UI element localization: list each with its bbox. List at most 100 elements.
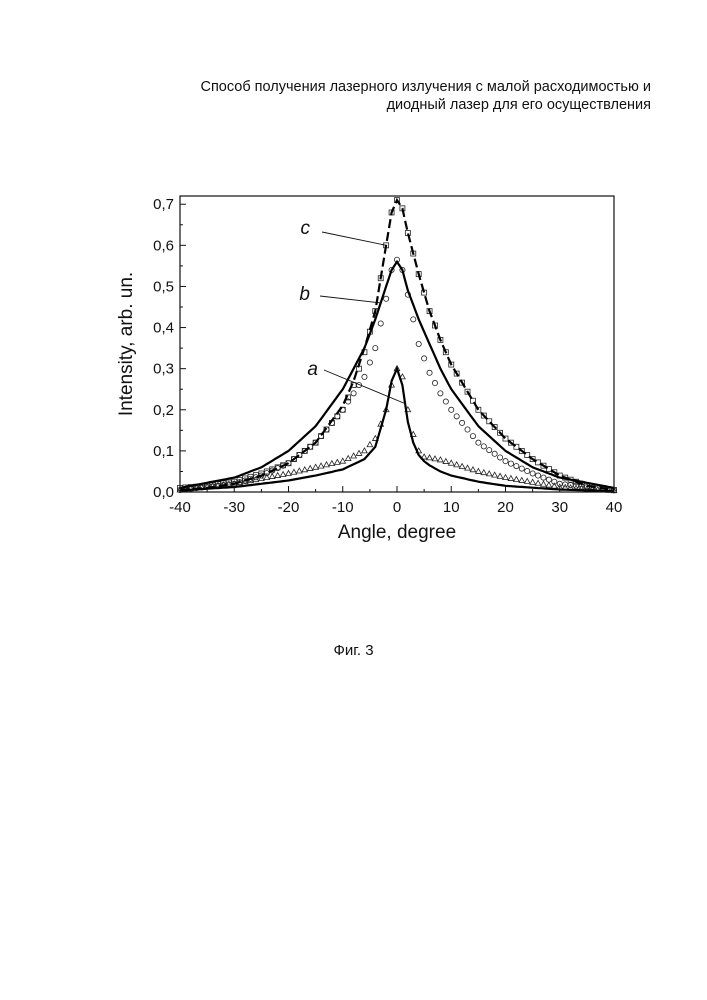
series-a-marker [486,471,492,476]
series-b-marker [411,317,416,322]
series-a-marker [465,465,471,470]
series-b-fit [180,262,614,488]
series-b-marker [422,356,427,361]
x-tick-label: 20 [497,499,514,516]
series-b-marker [487,447,492,452]
x-axis-ticks: -40 -30 -20 -10 0 10 20 30 40 [169,486,622,516]
series-a-marker [524,478,530,483]
series-a-marker [297,468,303,473]
series-a-marker [546,482,552,487]
series-a-marker [470,467,476,472]
y-tick-label: 0,5 [153,278,174,295]
series-a-label: a [307,359,318,380]
series-b-marker [476,440,481,445]
x-tick-label: -40 [169,499,191,516]
series-b-marker [378,321,383,326]
series-a-marker [432,456,438,461]
x-tick-label: -20 [278,499,300,516]
series-a-marker [514,477,520,482]
series-a-marker [329,461,335,466]
series-a-marker [476,468,482,473]
series-a-marker [454,462,460,467]
series-a-marker [291,469,297,474]
series-a-marker [535,480,541,485]
series-a-marker [530,479,536,484]
y-tick-label: 0,3 [153,361,174,378]
series-b-marker [503,459,508,464]
series-a-marker [448,460,454,465]
series-b-marker [508,461,513,466]
series-a-marker [508,476,514,481]
series-a-marker [362,448,368,453]
series-a-marker [459,464,465,469]
series-b-marker [519,466,524,471]
plot-frame [180,196,614,492]
series-b-marker [438,391,443,396]
series-b-marker [535,473,540,478]
x-tick-label: 40 [606,499,623,516]
x-tick-label: 10 [443,499,460,516]
series-a-marker [335,459,341,464]
series-b-marker [525,468,530,473]
series-b-marker [384,296,389,301]
series-b-marker [427,370,432,375]
series-a-marker [481,470,487,475]
figure-caption: Фиг. 3 [0,642,707,659]
series-b-marker [351,391,356,396]
measured-markers [177,198,617,493]
series-a-marker [324,462,330,467]
x-tick-label: -10 [332,499,354,516]
series-b-marker [497,455,502,460]
series-b-marker [443,399,448,404]
series-b-leader [320,296,381,303]
series-a-marker [541,481,547,486]
series-b-marker [470,433,475,438]
series-b-marker [367,360,372,365]
series-b-marker [449,407,454,412]
x-tick-label: 0 [393,499,401,516]
x-tick-label: 30 [551,499,568,516]
series-a-marker [427,455,433,460]
series-b-marker [416,341,421,346]
series-a-marker [497,473,503,478]
y-tick-label: 0,2 [153,402,174,419]
series-a-marker [302,467,308,472]
series-b-marker [514,464,519,469]
x-axis-label: Angle, degree [338,522,456,543]
series-a-marker [443,459,449,464]
series-a-marker [503,475,509,480]
y-tick-label: 0,4 [153,320,174,337]
fit-curves [180,200,614,491]
series-a-marker [318,463,324,468]
series-a-marker [313,464,319,469]
y-axis-label: Intensity, arb. un. [116,272,137,416]
series-a-marker [356,450,362,455]
series-a-marker [345,456,351,461]
series-a-marker [269,474,275,479]
y-tick-label: 0,1 [153,443,174,460]
y-tick-label: 0,0 [153,484,174,501]
y-tick-label: 0,6 [153,237,174,254]
series-b-marker [492,451,497,456]
series-b-marker [454,414,459,419]
series-b-marker [432,380,437,385]
intensity-angle-chart: -40 -30 -20 -10 0 10 20 30 40 0,0 0,1 0,2 0,3 0,4 0,5… [0,0,707,600]
series-a-marker [519,477,525,482]
series-c-leader [322,232,386,245]
x-tick-label: -30 [223,499,245,516]
series-c-fit [180,200,614,490]
series-b-marker [362,374,367,379]
series-a-marker [438,457,444,462]
series-a-marker [367,442,373,447]
series-a-marker [351,453,357,458]
series-a-marker [280,472,286,477]
series-a-marker [340,458,346,463]
series-labels: abc [299,218,405,404]
series-a-marker [307,466,313,471]
series-b-marker [460,420,465,425]
series-a-marker [275,473,281,478]
series-a-marker [286,471,292,476]
series-b-marker [530,471,535,476]
y-axis-ticks: 0,00,10,20,30,40,50,60,7 [153,196,186,501]
series-b-marker [481,444,486,449]
